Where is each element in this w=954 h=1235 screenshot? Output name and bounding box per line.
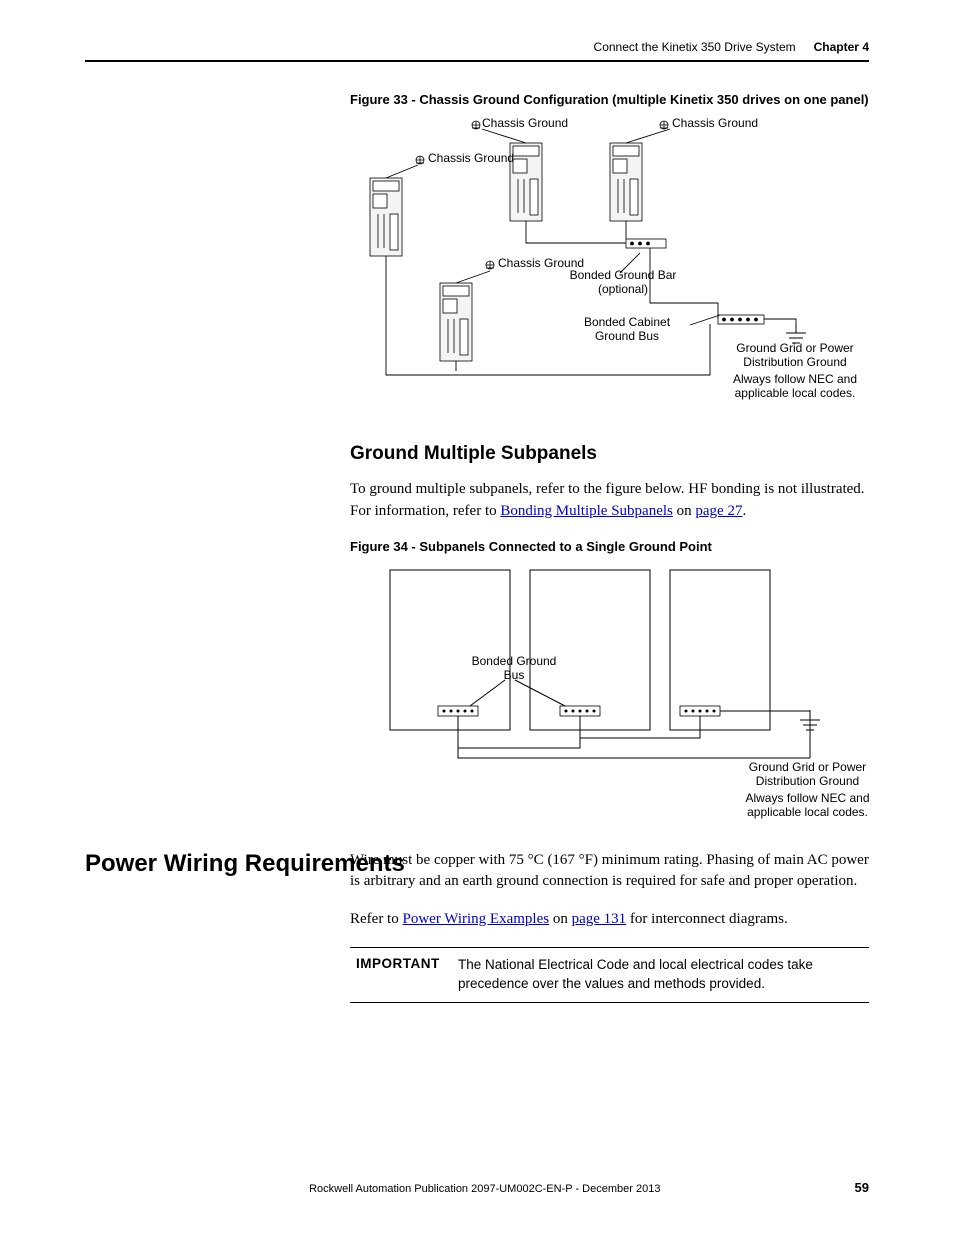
fig33-cg1: Chassis Ground — [428, 151, 514, 165]
gms-p1-c: . — [742, 503, 746, 519]
fig34-bonded-bus: Bonded Ground Bus — [468, 654, 560, 683]
link-page131[interactable]: page 131 — [572, 911, 627, 927]
link-power-wiring-examples[interactable]: Power Wiring Examples — [402, 911, 549, 927]
fig34-nec: Always follow NEC and applicable local c… — [745, 791, 870, 819]
link-bonding-subpanels[interactable]: Bonding Multiple Subpanels — [500, 503, 673, 519]
fig33-bonded-bus: Bonded Cabinet Ground Bus — [572, 315, 682, 344]
gms-paragraph: To ground multiple subpanels, refer to t… — [350, 479, 869, 523]
fig33-cg2: Chassis Ground — [482, 116, 568, 130]
important-label: IMPORTANT — [350, 956, 440, 994]
header-section: Connect the Kinetix 350 Drive System — [594, 40, 796, 54]
gms-p1-b: on — [673, 503, 696, 519]
fig33-bonded-bar: Bonded Ground Bar (optional) — [568, 268, 678, 297]
pwr-heading: Power Wiring Requirements — [85, 850, 405, 878]
figure33-diagram: Chassis Ground Chassis Ground Chassis Gr… — [350, 113, 869, 413]
fig33-nec: Always follow NEC and applicable local c… — [730, 372, 860, 400]
footer-page-number: 59 — [855, 1180, 869, 1195]
pwr-p2: Refer to Power Wiring Examples on page 1… — [350, 909, 869, 931]
pwr-p2-c: for interconnect diagrams. — [626, 911, 788, 927]
important-msg: The National Electrical Code and local e… — [458, 956, 869, 994]
fig33-cg3: Chassis Ground — [672, 116, 758, 130]
footer-publication: Rockwell Automation Publication 2097-UM0… — [115, 1183, 855, 1195]
fig33-ground-grid: Ground Grid or Power Distribution Ground — [730, 341, 860, 369]
pwr-p2-a: Refer to — [350, 911, 402, 927]
figure33-title: Figure 33 - Chassis Ground Configuration… — [350, 92, 869, 107]
page-footer: Rockwell Automation Publication 2097-UM0… — [85, 1180, 869, 1195]
pwr-p2-b: on — [549, 911, 572, 927]
fig34-ground-grid: Ground Grid or Power Distribution Ground — [745, 760, 870, 788]
header-chapter: Chapter 4 — [814, 40, 869, 54]
pwr-p1: Wire must be copper with 75 °C (167 °F) … — [350, 850, 869, 894]
figure34-title: Figure 34 - Subpanels Connected to a Sin… — [350, 539, 869, 554]
link-page27[interactable]: page 27 — [695, 503, 742, 519]
page-header: Connect the Kinetix 350 Drive System Cha… — [85, 40, 869, 62]
figure34-diagram: Bonded Ground Bus Ground Grid or Power D… — [350, 560, 869, 820]
important-box: IMPORTANT The National Electrical Code a… — [350, 947, 869, 1003]
gms-heading: Ground Multiple Subpanels — [350, 443, 869, 465]
